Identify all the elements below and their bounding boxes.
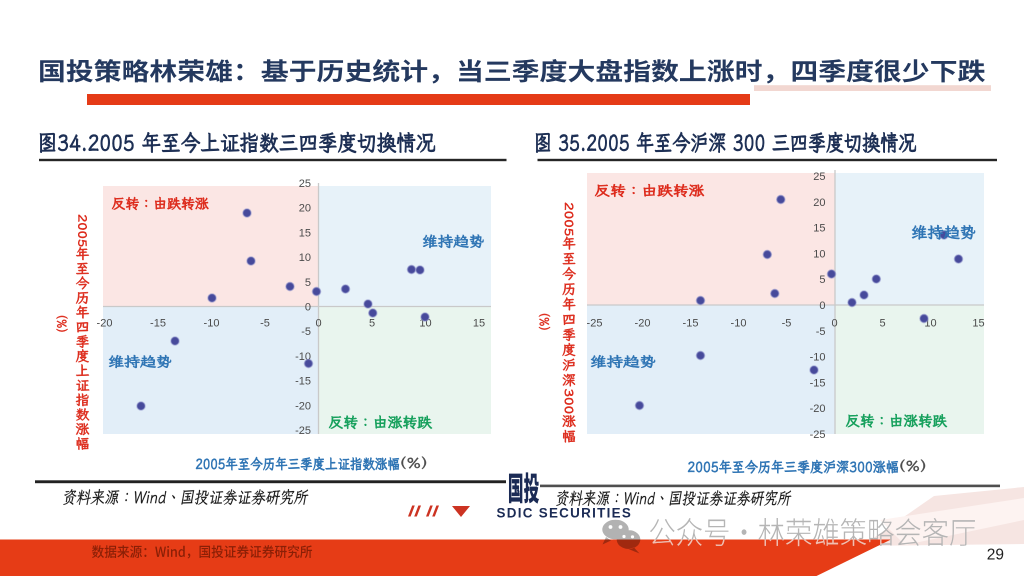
svg-text:-5: -5 (301, 326, 311, 338)
svg-text:15: 15 (813, 223, 825, 235)
svg-text:SDIC SECURITIES: SDIC SECURITIES (497, 506, 633, 521)
svg-text:0: 0 (315, 318, 321, 330)
svg-text:-10: -10 (204, 318, 220, 330)
svg-text:25: 25 (299, 178, 311, 190)
svg-text:29: 29 (987, 547, 1004, 564)
svg-text:5: 5 (879, 318, 885, 330)
svg-text:5: 5 (369, 318, 375, 330)
svg-text:25: 25 (813, 171, 825, 183)
svg-text:10: 10 (299, 252, 311, 264)
svg-text:-5: -5 (816, 326, 826, 338)
svg-text:-15: -15 (683, 318, 699, 330)
svg-text:-20: -20 (635, 318, 651, 330)
svg-text:-10: -10 (810, 352, 826, 364)
svg-text:-10: -10 (731, 318, 747, 330)
svg-text:-25: -25 (587, 318, 603, 330)
svg-text:0: 0 (819, 300, 825, 312)
svg-text:-5: -5 (782, 318, 792, 330)
svg-text:-20: -20 (97, 318, 113, 330)
svg-text:-15: -15 (810, 377, 826, 389)
svg-text:0: 0 (831, 318, 837, 330)
svg-text:0: 0 (305, 302, 311, 314)
svg-text:-25: -25 (810, 429, 826, 441)
svg-text:15: 15 (299, 227, 311, 239)
svg-text:15: 15 (972, 318, 984, 330)
svg-text:-5: -5 (260, 318, 270, 330)
svg-text:20: 20 (813, 197, 825, 209)
svg-text:-20: -20 (810, 403, 826, 415)
svg-text:-15: -15 (295, 376, 311, 388)
svg-text:10: 10 (813, 248, 825, 260)
svg-text:15: 15 (473, 318, 485, 330)
svg-text:-15: -15 (150, 318, 166, 330)
svg-text:5: 5 (305, 277, 311, 289)
svg-text:20: 20 (299, 203, 311, 215)
svg-text:-20: -20 (295, 400, 311, 412)
svg-text:5: 5 (819, 274, 825, 286)
svg-text:-25: -25 (295, 425, 311, 437)
